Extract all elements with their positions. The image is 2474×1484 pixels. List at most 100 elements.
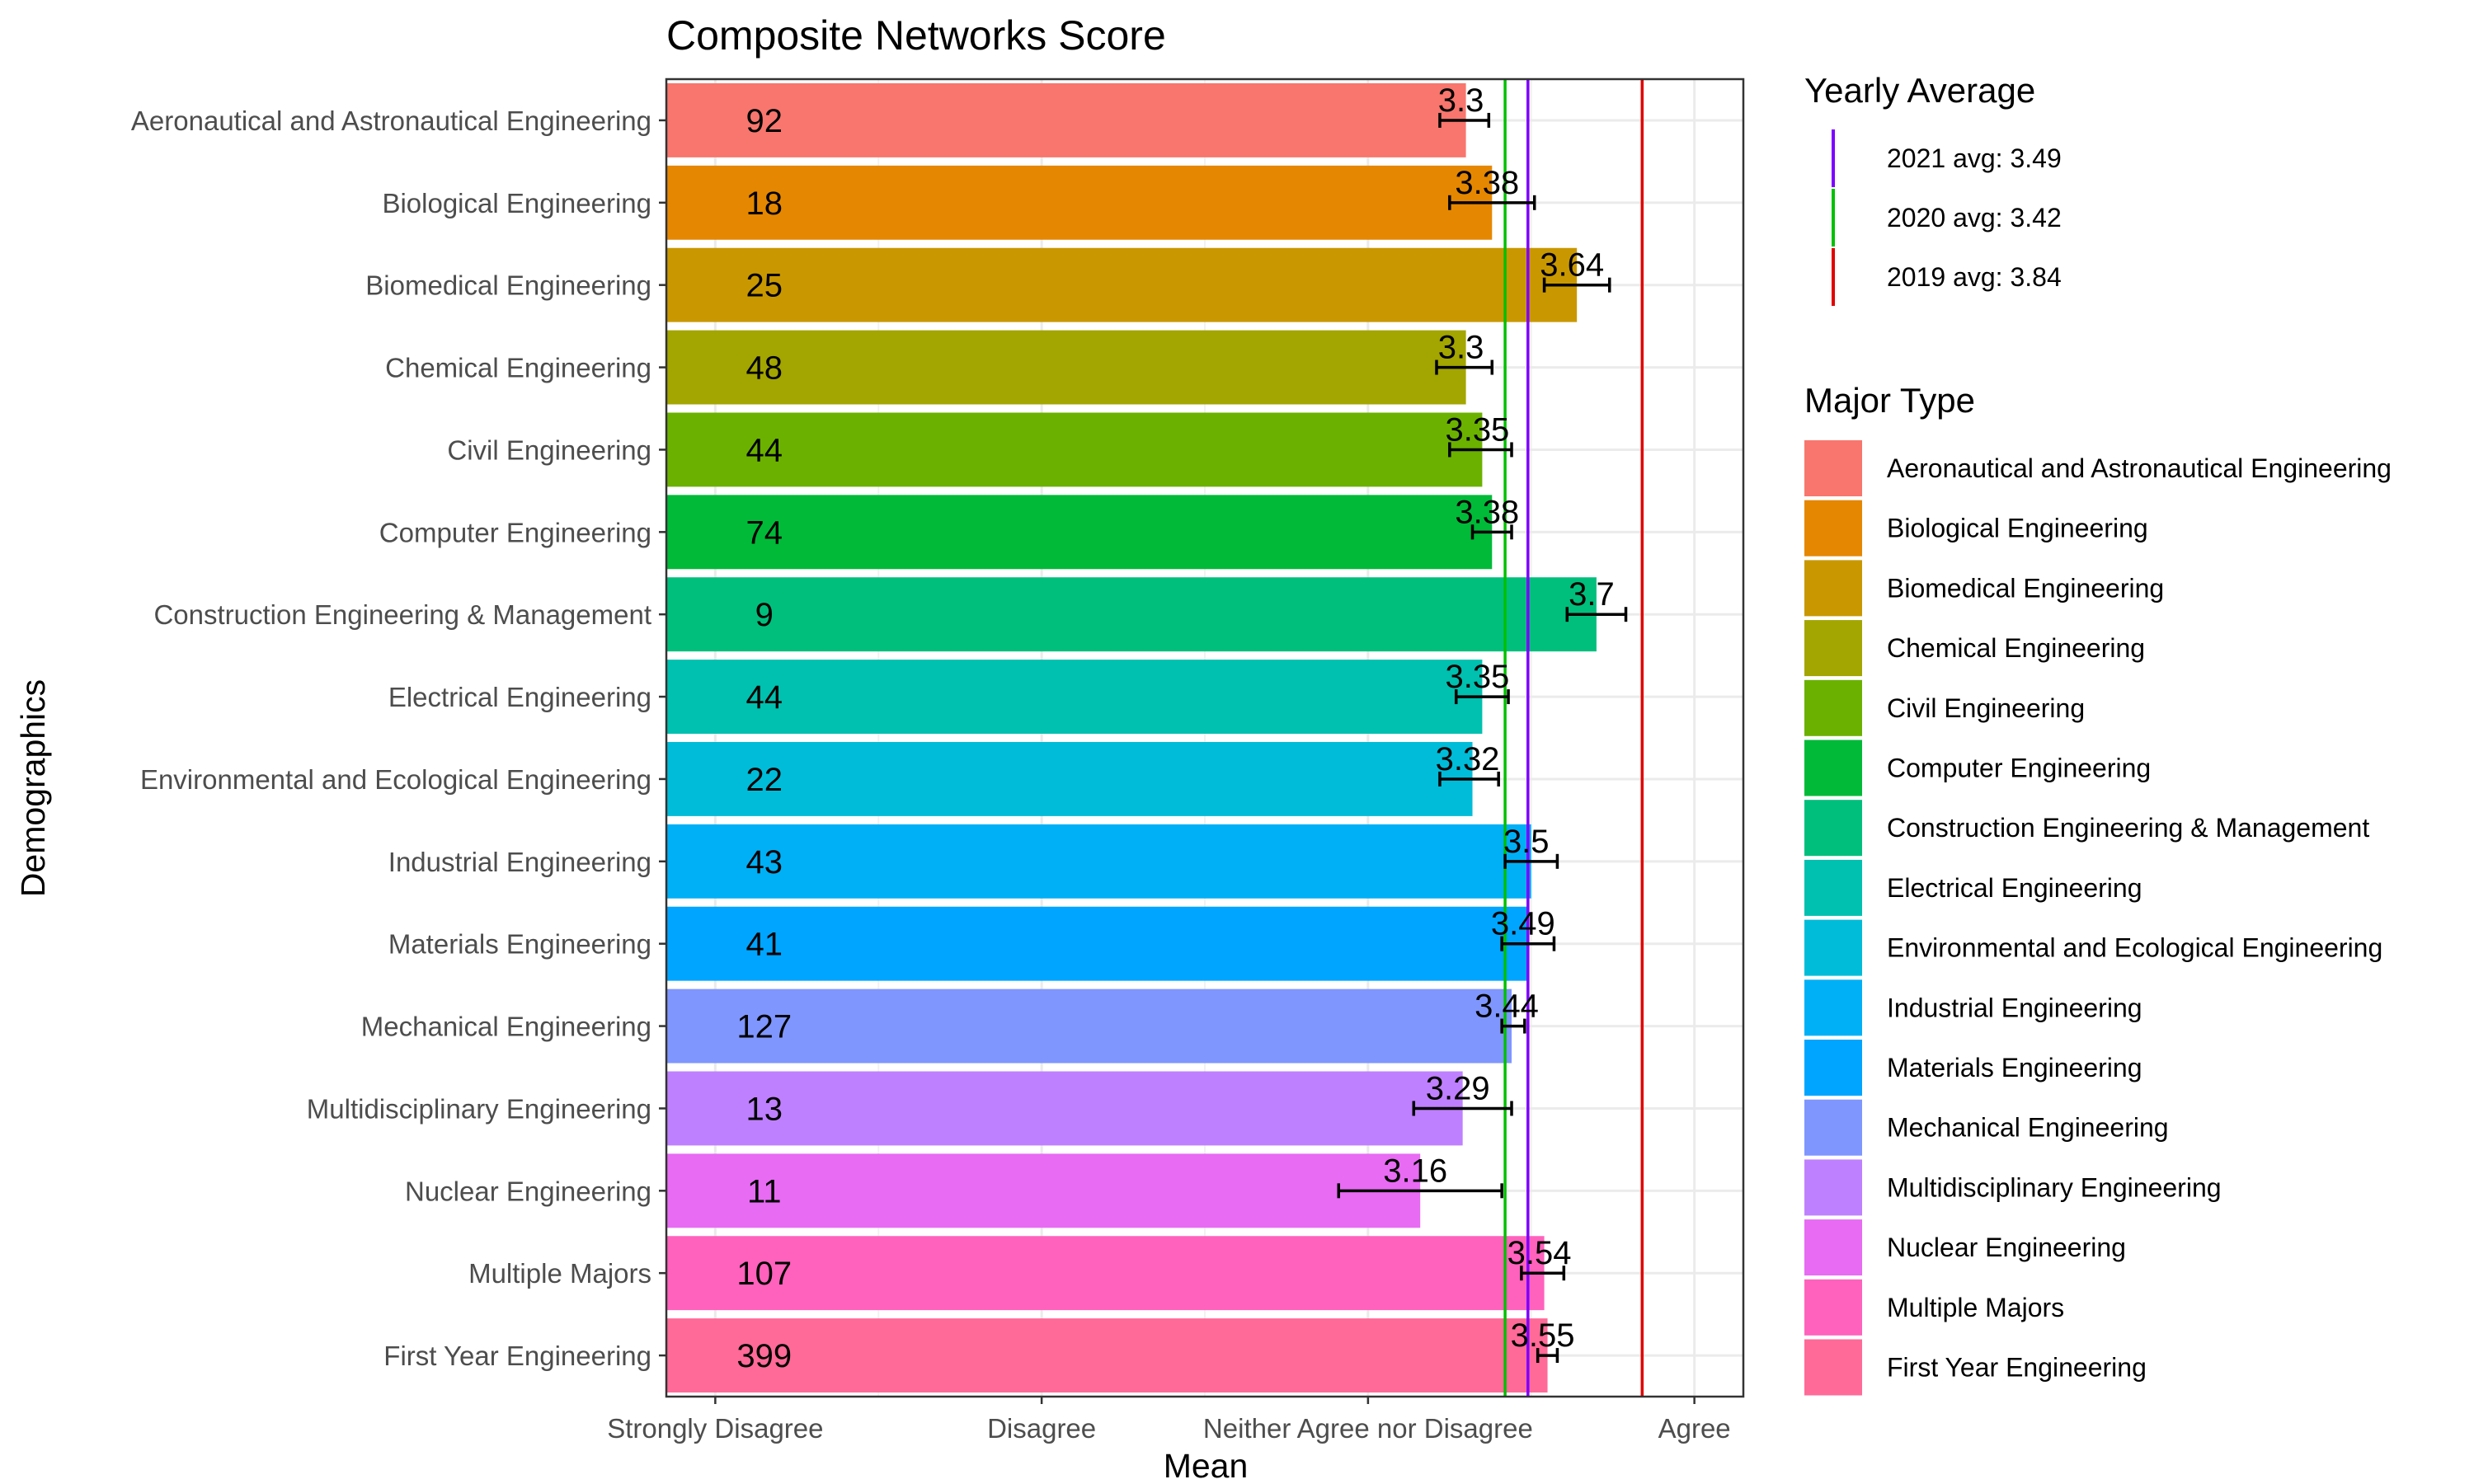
count-label: 399 xyxy=(736,1338,792,1374)
y-tick-label: Multiple Majors xyxy=(468,1258,651,1289)
count-label: 44 xyxy=(745,679,783,716)
count-label: 107 xyxy=(736,1256,792,1292)
value-label: 3.35 xyxy=(1445,659,1509,695)
bar-multiple-majors xyxy=(666,1236,1545,1311)
count-label: 18 xyxy=(745,186,783,222)
error-bar xyxy=(1520,1266,1566,1281)
error-bar xyxy=(1412,1101,1513,1116)
count-label: 41 xyxy=(745,927,783,963)
plot-area: 3.3 92 3.38 18 3.64 25 3.3 48 3.35 44 3.38 74 3.7 9 3.… xyxy=(131,77,1745,1444)
legend-label: Computer Engineering xyxy=(1887,754,2151,783)
x-tick-label: Neither Agree nor Disagree xyxy=(1203,1413,1533,1444)
count-label: 9 xyxy=(755,597,774,633)
bar-biomedical-engineering xyxy=(666,247,1578,322)
legend-key-swatch xyxy=(1804,1339,1862,1396)
value-label: 3.38 xyxy=(1455,165,1519,201)
error-bar xyxy=(1448,442,1513,458)
x-tick-label: Agree xyxy=(1658,1413,1731,1444)
legend-key-swatch xyxy=(1804,1279,1862,1336)
bar-construction-engineering-and-management xyxy=(666,577,1597,652)
y-tick-label: Nuclear Engineering xyxy=(405,1176,651,1206)
y-tick-label: Chemical Engineering xyxy=(385,353,651,383)
legend-label: Multidisciplinary Engineering xyxy=(1887,1172,2222,1202)
y-tick-label: Biomedical Engineering xyxy=(365,270,651,301)
bar-biological-engineering xyxy=(666,165,1493,240)
y-tick-label: Aeronautical and Astronautical Engineeri… xyxy=(131,106,651,136)
value-label: 3.5 xyxy=(1503,824,1550,860)
y-tick-label: Biological Engineering xyxy=(382,188,651,218)
value-label: 3.7 xyxy=(1569,576,1615,613)
legend-label: Civil Engineering xyxy=(1887,693,2085,723)
legend-key-swatch xyxy=(1804,979,1862,1036)
legend-label: Multiple Majors xyxy=(1887,1293,2064,1322)
count-label: 13 xyxy=(745,1091,783,1127)
value-label: 3.3 xyxy=(1438,330,1484,366)
legend-label: Biological Engineering xyxy=(1887,514,2148,543)
legend-title-yearly-average: Yearly Average xyxy=(1804,71,2035,110)
y-tick-label: First Year Engineering xyxy=(383,1341,651,1371)
legend-key-swatch xyxy=(1804,740,1862,796)
legend-label: First Year Engineering xyxy=(1887,1353,2147,1383)
value-label: 3.16 xyxy=(1383,1153,1447,1189)
legend-key-swatch xyxy=(1804,1219,1862,1276)
value-label: 3.38 xyxy=(1455,494,1519,530)
bar-chemical-engineering xyxy=(666,330,1466,405)
error-bar xyxy=(1448,195,1536,210)
legend-label: Electrical Engineering xyxy=(1887,873,2142,903)
error-bar xyxy=(1500,936,1556,951)
bar-computer-engineering xyxy=(666,495,1493,570)
chart-title: Composite Networks Score xyxy=(666,12,1166,59)
legend-label: Biomedical Engineering xyxy=(1887,573,2164,603)
y-axis-title: Demographics xyxy=(14,679,52,897)
legend: Yearly Average Major Type 2021 avg: 3.49… xyxy=(1804,71,2392,1396)
y-tick-label: Environmental and Ecological Engineering xyxy=(140,764,651,795)
value-label: 3.29 xyxy=(1426,1070,1490,1106)
error-bar xyxy=(1470,524,1513,540)
count-label: 11 xyxy=(747,1173,782,1209)
y-tick-label: Construction Engineering & Management xyxy=(153,599,651,630)
x-axis-title: Mean xyxy=(1164,1447,1249,1484)
value-label: 3.35 xyxy=(1445,411,1509,448)
legend-label: Mechanical Engineering xyxy=(1887,1113,2169,1143)
y-tick-label: Materials Engineering xyxy=(388,929,651,960)
error-bar xyxy=(1565,607,1628,622)
count-label: 44 xyxy=(745,432,783,468)
count-label: 22 xyxy=(745,762,783,798)
value-label: 3.64 xyxy=(1540,247,1604,284)
error-bar xyxy=(1438,771,1500,787)
bar-first-year-engineering xyxy=(666,1318,1548,1393)
error-bar xyxy=(1503,853,1559,869)
bar-multidisciplinary-engineering xyxy=(666,1071,1463,1146)
error-bar xyxy=(1500,1018,1526,1034)
x-tick-label: Disagree xyxy=(987,1413,1096,1444)
legend-label: Materials Engineering xyxy=(1887,1053,2142,1082)
legend-key-swatch xyxy=(1804,679,1862,736)
bar-environmental-and-ecological-engineering xyxy=(666,741,1473,816)
bar-mechanical-engineering xyxy=(666,989,1512,1064)
y-tick-label: Civil Engineering xyxy=(447,434,651,465)
bar-aeronautical-and-astronautical-engineering xyxy=(666,82,1466,157)
legend-key-swatch xyxy=(1804,440,1862,496)
error-bar xyxy=(1536,1348,1559,1364)
y-tick-label: Computer Engineering xyxy=(379,517,651,547)
x-tick-label: Strongly Disagree xyxy=(607,1413,823,1444)
plot-border xyxy=(665,77,1745,1398)
error-bar xyxy=(1337,1183,1503,1199)
legend-key-swatch xyxy=(1804,500,1862,556)
bar-civil-engineering xyxy=(666,412,1483,487)
legend-label: Nuclear Engineering xyxy=(1887,1233,2126,1262)
legend-label: 2019 avg: 3.84 xyxy=(1887,262,2062,292)
legend-key-swatch xyxy=(1804,620,1862,677)
legend-label: Aeronautical and Astronautical Engineeri… xyxy=(1887,453,2392,483)
count-label: 25 xyxy=(745,268,783,304)
bar-electrical-engineering xyxy=(666,660,1483,735)
value-label: 3.55 xyxy=(1511,1317,1575,1354)
legend-key-swatch xyxy=(1804,1040,1862,1096)
legend-label: Industrial Engineering xyxy=(1887,993,2142,1022)
error-bar xyxy=(1435,359,1494,375)
y-tick-label: Mechanical Engineering xyxy=(361,1012,651,1042)
bar-nuclear-engineering xyxy=(666,1153,1421,1228)
value-label: 3.49 xyxy=(1491,906,1555,942)
value-label: 3.3 xyxy=(1438,82,1484,119)
legend-key-swatch xyxy=(1804,919,1862,976)
